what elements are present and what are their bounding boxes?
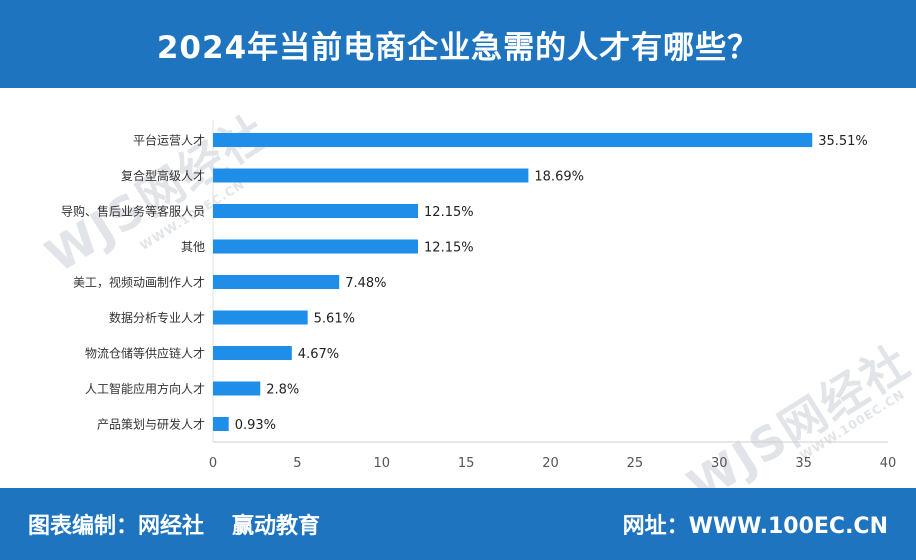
bar: [213, 381, 261, 396]
category-label: 导购、售后业务等客服人员: [61, 204, 205, 219]
x-tick-label: 35: [795, 456, 812, 471]
bar: [213, 417, 229, 431]
bar: [213, 346, 292, 360]
x-tick-label: 30: [711, 456, 728, 471]
x-tick-label: 25: [627, 456, 644, 471]
category-label: 复合型高级人才: [121, 168, 205, 183]
category-label: 平台运营人才: [133, 133, 205, 148]
category-label: 其他: [181, 240, 205, 254]
x-tick-label: 5: [293, 456, 301, 471]
x-tick-label: 10: [373, 456, 390, 471]
category-label: 数据分析专业人才: [109, 310, 205, 325]
value-label: 18.69%: [534, 170, 584, 185]
value-label: 5.61%: [314, 312, 355, 327]
chart-footer: 图表编制：网经社 赢动教育 网址：WWW.100EC.CN: [0, 488, 916, 560]
value-label: 0.93%: [235, 418, 276, 433]
bar: [213, 275, 340, 289]
category-label: 产品策划与研发人才: [97, 417, 205, 432]
footer-website: 网址：WWW.100EC.CN: [622, 514, 888, 539]
value-label: 12.15%: [424, 205, 474, 220]
chart-title: 2024年当前电商企业急需的人才有哪些？: [156, 29, 760, 66]
category-label: 美工，视频动画制作人才: [73, 275, 205, 290]
bar: [213, 133, 813, 147]
value-label: 12.15%: [424, 241, 474, 256]
x-tick-label: 40: [880, 456, 897, 471]
bar: [213, 239, 419, 254]
x-tick-label: 0: [209, 456, 217, 471]
x-tick-label: 15: [458, 456, 475, 471]
value-label: 35.51%: [818, 134, 868, 149]
bar-chart: 0 5 10 15 20 25 30 35 40 平台运营人才 35.51% 复合型高级人才 18.69…: [61, 120, 897, 471]
value-label: 7.48%: [345, 276, 386, 291]
value-label: 4.67%: [298, 347, 339, 362]
chart-header: 2024年当前电商企业急需的人才有哪些？: [0, 0, 916, 88]
bar: [213, 310, 308, 325]
category-label: 物流仓储等供应链人才: [85, 346, 205, 361]
footer-compiler: 图表编制：网经社: [28, 514, 205, 539]
x-tick-label: 20: [542, 456, 559, 471]
footer-credits: 图表编制：网经社 赢动教育: [28, 488, 320, 560]
value-label: 2.8%: [266, 383, 299, 398]
category-label: 人工智能应用方向人才: [85, 381, 205, 396]
footer-partner: 赢动教育: [232, 514, 321, 539]
chart-panel: WJS网经社 WWW.100EC.CN WJS网经社 WWW.100EC.CN …: [12, 88, 916, 513]
bar: [213, 204, 419, 218]
bar: [213, 168, 529, 183]
